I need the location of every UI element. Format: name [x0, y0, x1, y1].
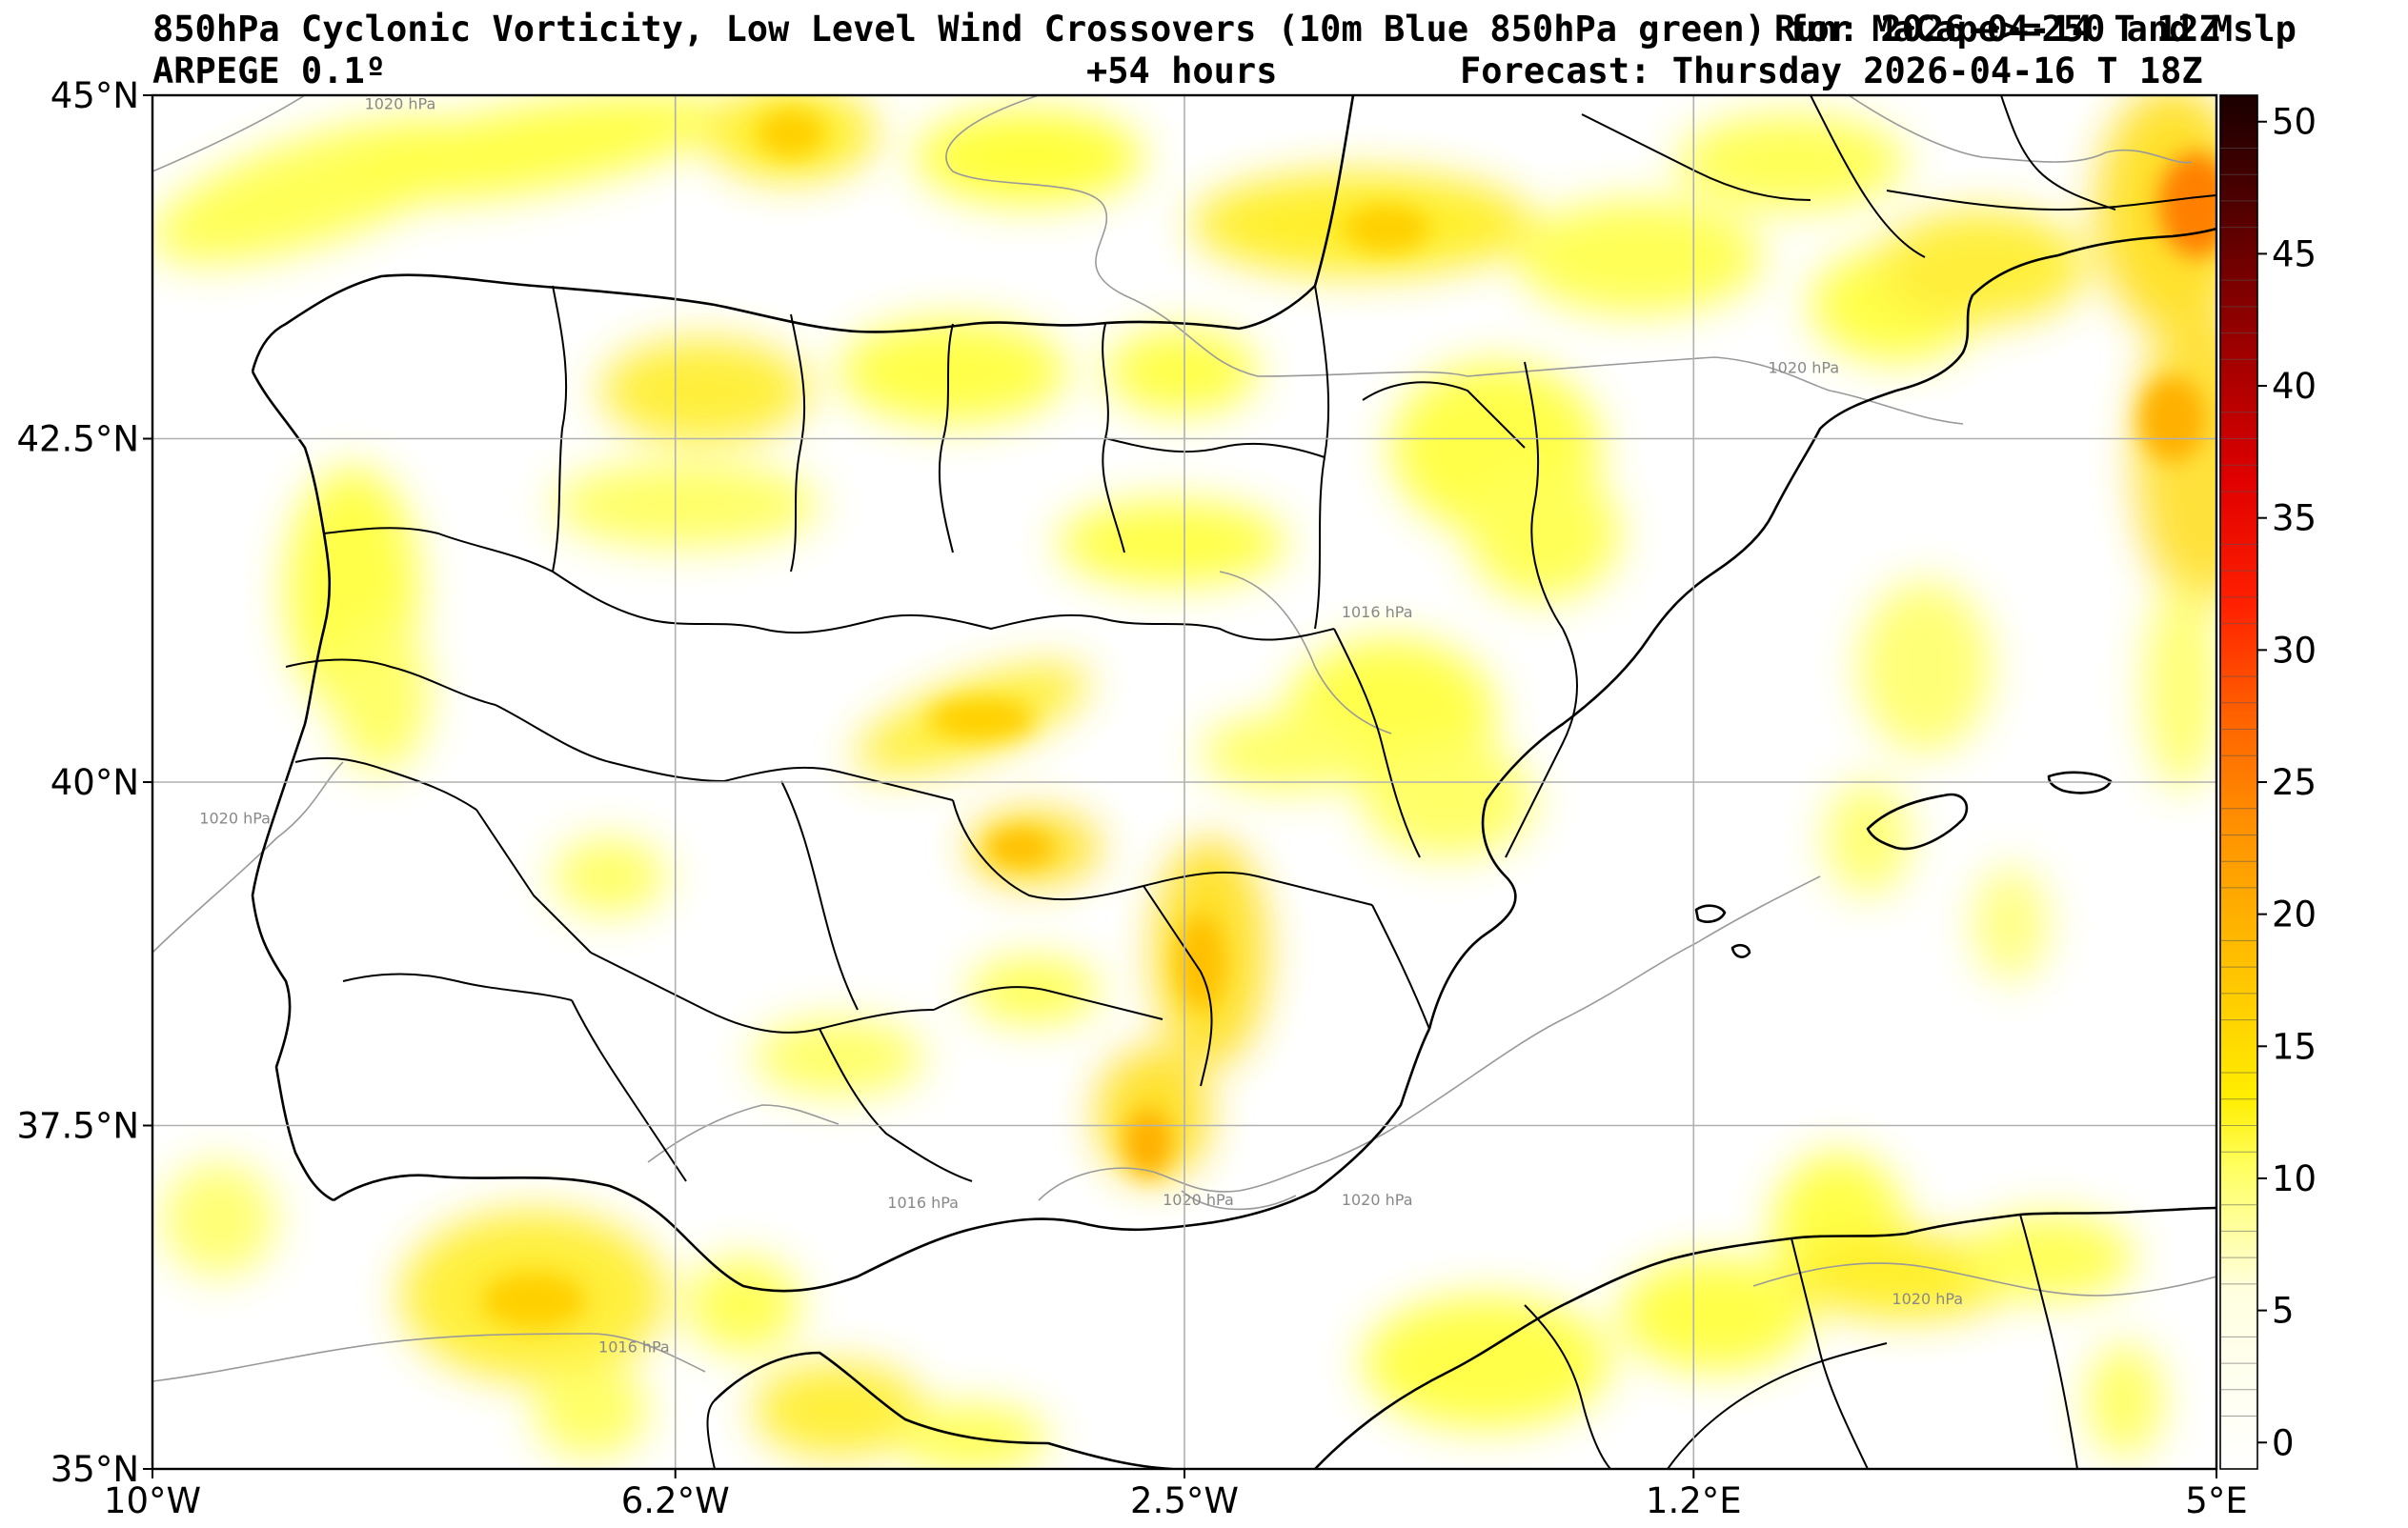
lat-tick-label: 42.5°N: [16, 419, 139, 460]
lead-time-label: +54 hours: [1086, 50, 1278, 91]
model-label: ARPEGE 0.1º: [152, 50, 387, 91]
lat-tick-label: 45°N: [51, 75, 139, 116]
lon-tick-label: 2.5°W: [1130, 1480, 1239, 1521]
administrative-borders: [285, 95, 2216, 1469]
lon-tick-label: 5°E: [2185, 1480, 2247, 1521]
lat-tick-label: 40°N: [51, 762, 139, 803]
colorbar-tick-label: 15: [2272, 1026, 2317, 1067]
isobar-label: 1020 hPa: [1768, 358, 1839, 376]
lon-tick-label: 6.2°W: [621, 1480, 730, 1521]
colorbar-gradient: [2219, 94, 2258, 1470]
isobar-label: 1016 hPa: [887, 1194, 959, 1212]
colorbar-tick-label: 0: [2272, 1422, 2295, 1463]
isobar-label: 1016 hPa: [1342, 603, 1413, 621]
colorbar-tick-label: 30: [2272, 630, 2317, 671]
lon-tick-label: 10°W: [104, 1480, 201, 1521]
map-title: 850hPa Cyclonic Vorticity, Low Level Win…: [152, 9, 2297, 50]
axis-ticks: 45°N 42.5°N 40°N 37.5°N 35°N10°W 6.2°W 2.5°W 1.…: [16, 75, 2247, 1521]
lat-tick-label: 37.5°N: [16, 1106, 139, 1147]
gridlines: [152, 95, 2216, 1469]
forecast-label: Forecast: Thursday 2026-04-16 T 18Z: [1460, 50, 2203, 91]
isobar-label: 1016 hPa: [598, 1337, 670, 1356]
colorbar-tick-label: 25: [2272, 762, 2317, 803]
run-label: Run: 2026-04-14 T 12Z: [1774, 9, 2220, 50]
colorbar-ticks: 0 5 10 15 20 25 30 35 40 45 50: [2220, 102, 2317, 1463]
colorbar-tick-label: 5: [2272, 1291, 2295, 1332]
isobar-labels: 1020 hPa 1020 hPa 1016 hPa 1020 hPa 1016 hPa…: [199, 94, 1963, 1356]
isobar-label: 1020 hPa: [1892, 1290, 1963, 1308]
lat-tick-label: 35°N: [51, 1449, 139, 1490]
isobar-label: 1020 hPa: [365, 94, 436, 112]
lon-tick-label: 1.2°E: [1646, 1480, 1742, 1521]
colorbar-tick-label: 50: [2272, 102, 2317, 143]
colorbar-tick-label: 35: [2272, 498, 2317, 539]
colorbar-tick-label: 45: [2272, 233, 2317, 274]
vorticity-maxima: [481, 110, 2216, 1329]
colorbar-tick-label: 10: [2272, 1158, 2317, 1199]
isobars: [152, 95, 2216, 1382]
isobar-label: 1020 hPa: [1342, 1191, 1413, 1209]
isobar-label: 1020 hPa: [199, 809, 271, 827]
coastlines: [251, 95, 2216, 1469]
colorbar: 0 5 10 15 20 25 30 35 40 45 50: [2219, 94, 2317, 1470]
plot-area: 1020 hPa 1020 hPa 1016 hPa 1020 hPa 1016 hPa…: [152, 94, 2216, 1469]
colorbar-tick-label: 40: [2272, 366, 2317, 407]
colorbar-tick-label: 20: [2272, 895, 2317, 935]
isobar-label: 1020 hPa: [1163, 1191, 1234, 1209]
